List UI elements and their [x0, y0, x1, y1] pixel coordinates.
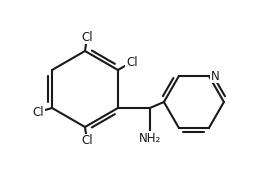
- Text: Cl: Cl: [81, 134, 93, 147]
- Text: NH₂: NH₂: [139, 132, 161, 144]
- Text: N: N: [210, 69, 219, 83]
- Text: Cl: Cl: [32, 105, 44, 118]
- Text: Cl: Cl: [81, 30, 93, 43]
- Text: Cl: Cl: [126, 55, 138, 69]
